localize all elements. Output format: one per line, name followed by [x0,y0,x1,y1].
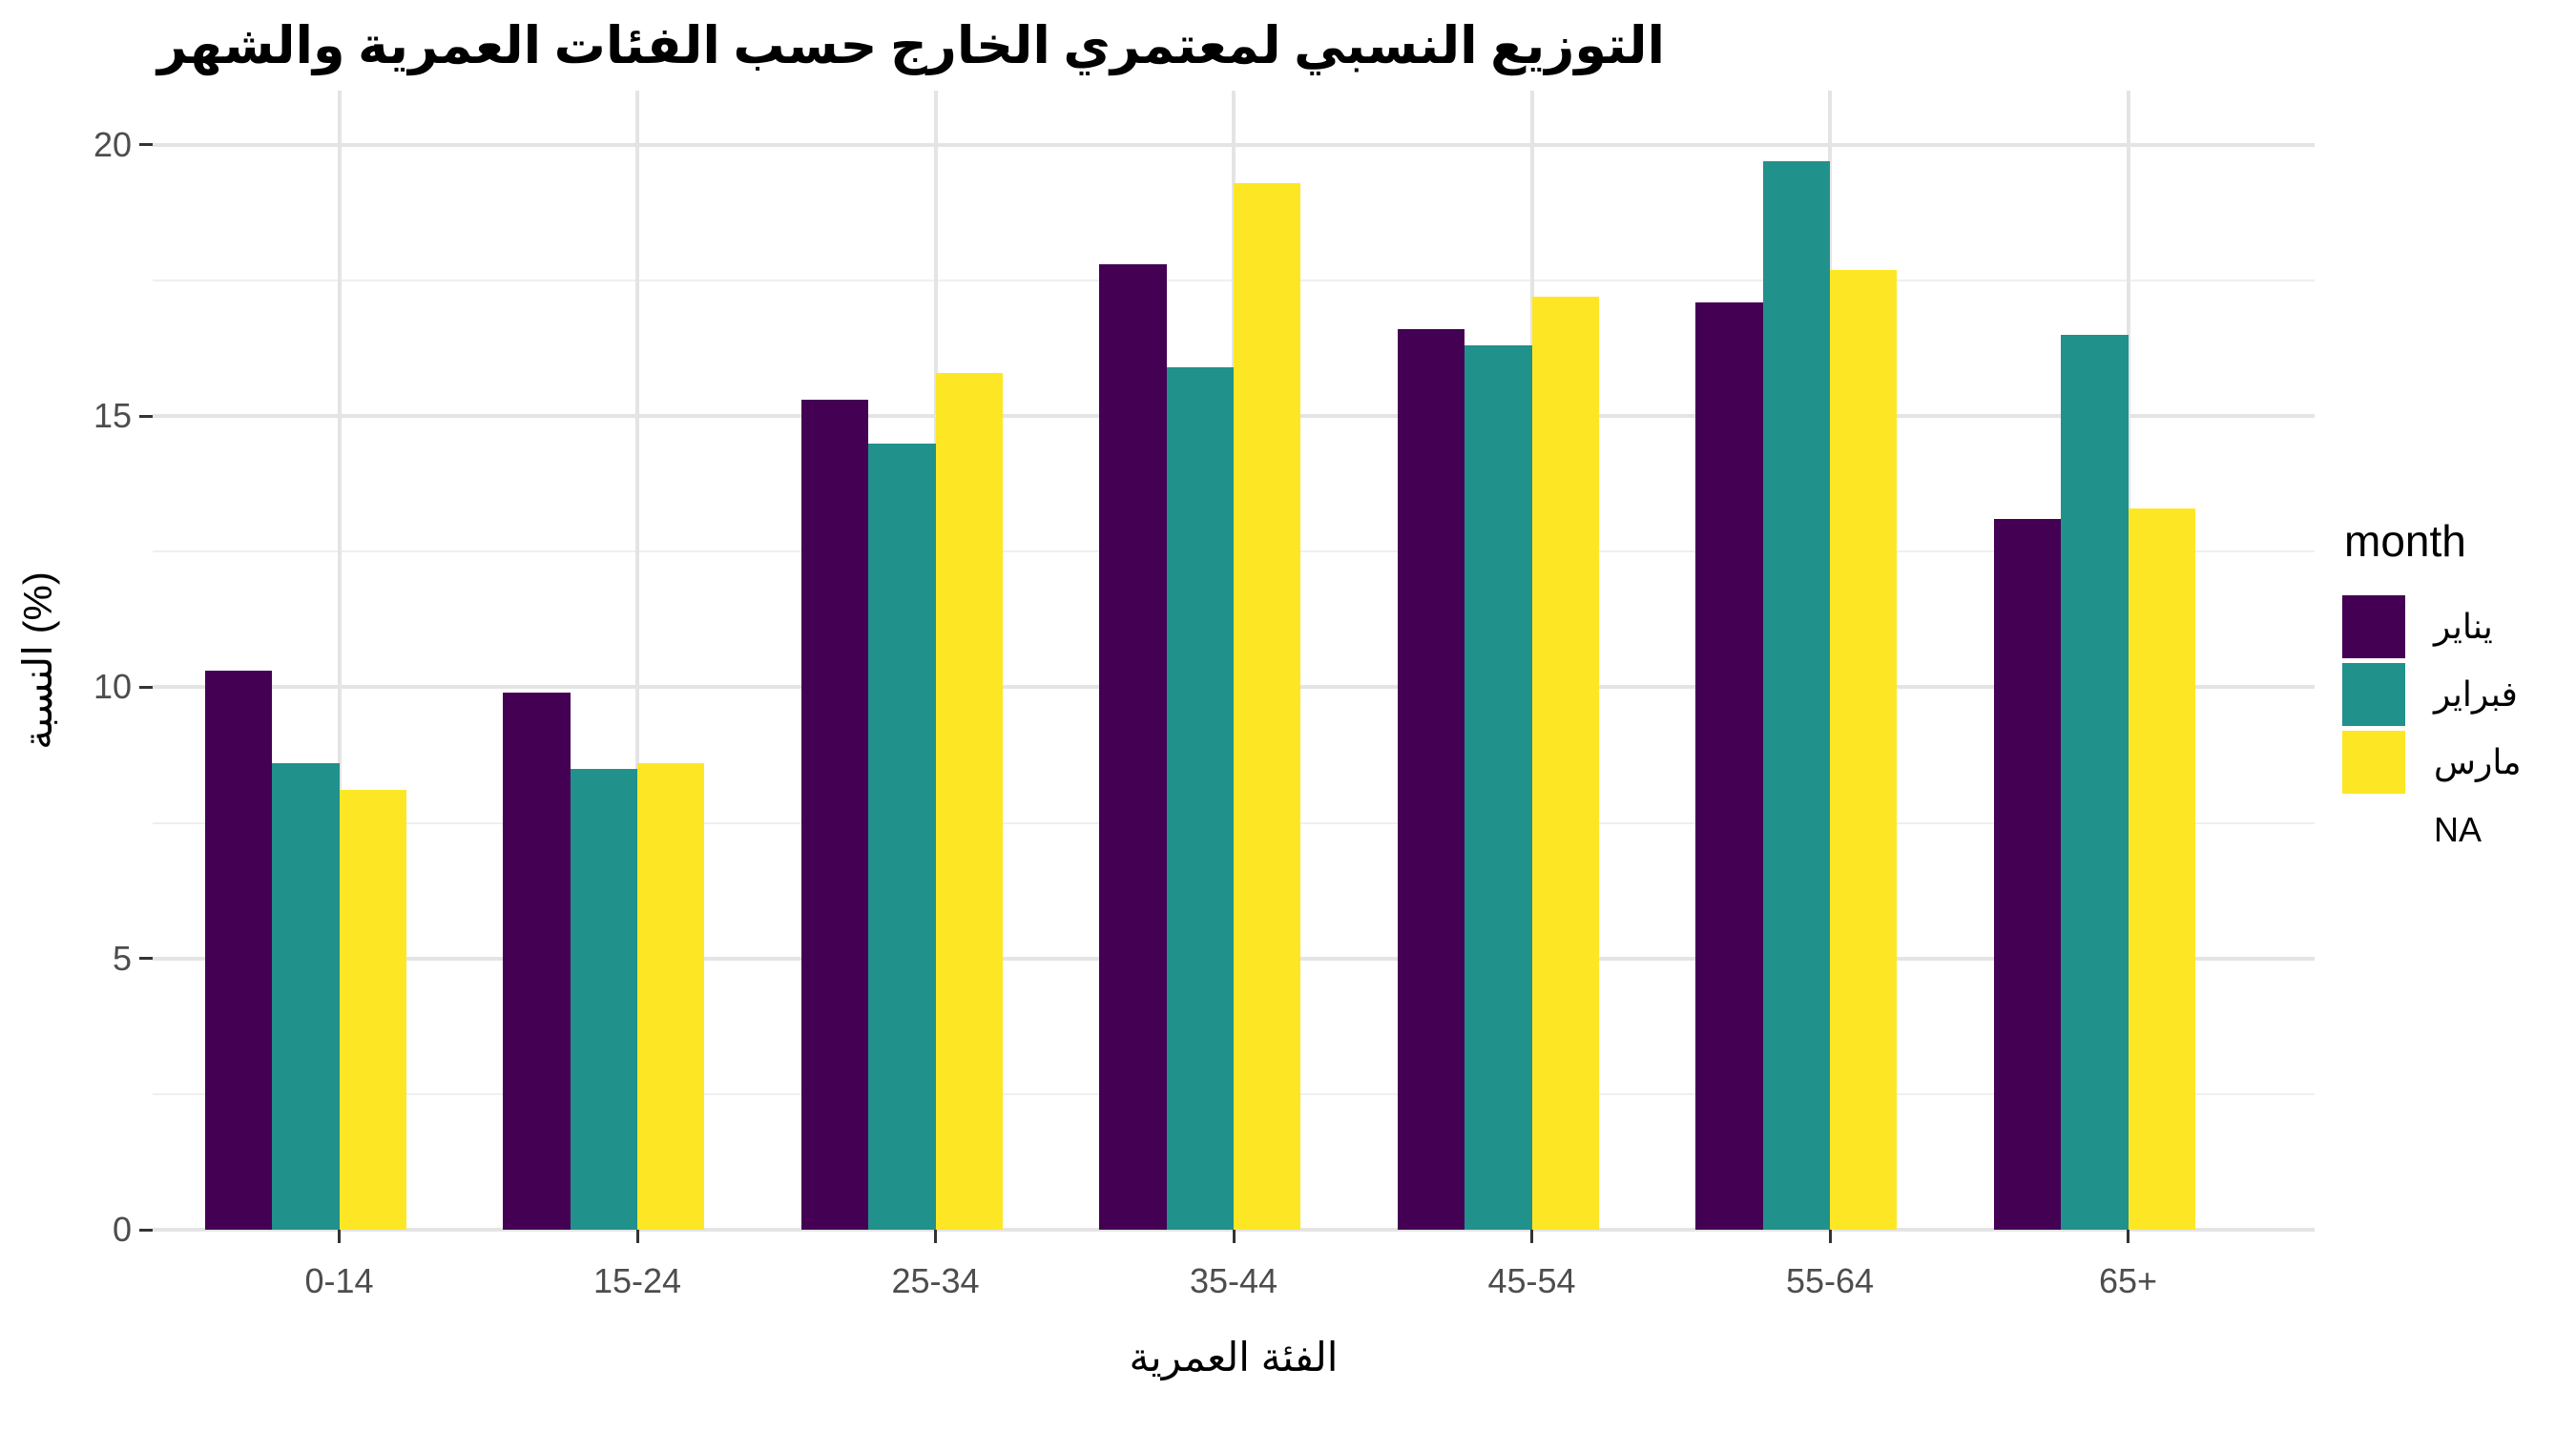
bar [637,763,705,1230]
legend-item: يناير [2342,595,2576,658]
legend: month يناير فبراير مارس NA [2342,515,2576,866]
legend-title: month [2344,516,2466,566]
y-axis-title-container: النسبة (%) [0,91,74,1230]
y-tick-mark [139,685,153,689]
x-tick-label: 65+ [2098,1261,2158,1300]
bar [204,671,273,1230]
bar [868,443,936,1230]
y-tick-label: 15 [93,396,132,436]
gridline-vertical [337,91,342,1230]
legend-swatch [2342,595,2405,658]
gridline-vertical [635,91,639,1230]
bar [1762,160,1830,1230]
legend-item: فبراير [2342,663,2576,726]
x-tick-label: 0-14 [304,1261,374,1300]
legend-items: يناير فبراير مارس NA [2342,595,2576,861]
y-tick-mark [139,414,153,418]
legend-item: NA [2342,798,2576,861]
y-tick-mark [139,1228,153,1232]
bar [800,400,869,1230]
y-tick-mark [139,957,153,961]
bar [1695,301,1763,1230]
y-tick-label: 0 [112,1210,132,1249]
legend-item: مارس [2342,731,2576,794]
x-tick-label: 25-34 [891,1261,980,1300]
bar [1830,269,1898,1230]
bar [570,768,637,1230]
bar [1531,297,1599,1230]
chart-title: التوزيع النسبي لمعتمري الخارج حسب الفئات… [157,17,1666,74]
bar [2061,334,2129,1230]
bar [1099,263,1167,1230]
bar [2128,508,2195,1230]
legend-label: NA [2434,810,2483,849]
legend-label: يناير [2434,607,2493,646]
x-tick-label: 55-64 [1785,1261,1875,1300]
x-tick-mark [934,1230,937,1243]
legend-swatch [2342,663,2405,726]
y-tick-label: 5 [112,938,132,978]
bar [339,790,406,1230]
x-tick-label: 15-24 [592,1261,682,1300]
x-tick-mark [635,1230,639,1243]
legend-swatch [2342,798,2405,861]
x-tick-mark [1828,1230,1832,1243]
x-tick-label: 35-44 [1189,1261,1278,1300]
y-axis-title: النسبة (%) [14,570,60,750]
bar [1465,345,1532,1230]
bar [1993,519,2062,1230]
x-tick-mark [1232,1230,1236,1243]
y-tick-label: 20 [93,124,132,164]
plot-panel [153,91,2315,1232]
bar [272,763,340,1230]
legend-swatch [2342,731,2405,794]
x-tick-mark [1530,1230,1533,1243]
x-tick-mark [2127,1230,2129,1243]
legend-label: فبراير [2434,674,2518,714]
bar [935,372,1003,1230]
bar [1166,366,1234,1230]
bar [1234,182,1301,1230]
y-tick-mark [139,143,153,147]
legend-label: مارس [2434,742,2522,781]
bar [503,693,571,1230]
y-tick-label: 10 [93,667,132,707]
x-tick-label: 45-54 [1487,1261,1576,1300]
x-axis-title: الفئة العمرية [1129,1335,1339,1379]
bar [1397,329,1465,1230]
x-tick-mark [338,1230,341,1243]
